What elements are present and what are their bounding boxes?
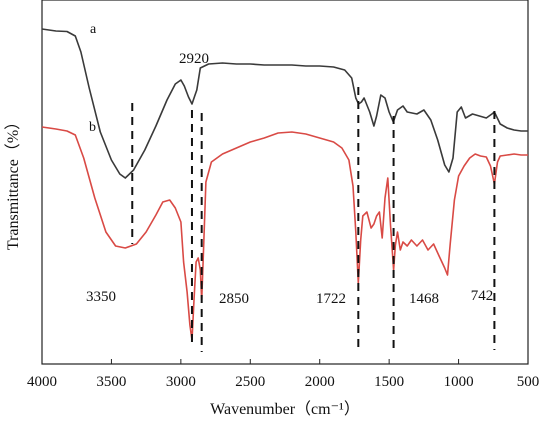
- annotation-label-2850: 2850: [219, 291, 249, 307]
- x-tick-label: 4000: [27, 374, 57, 390]
- x-tick-label: 2000: [305, 374, 335, 390]
- series-line-b: [41, 126, 528, 341]
- series-label-group: ab: [89, 22, 97, 135]
- x-axis-tick-labels: 4000 3500 3000 2500 2000 1500 1000 500: [27, 374, 539, 390]
- y-axis-title: Transmittance（%）: [4, 114, 22, 250]
- x-tick-label: 3500: [96, 374, 126, 390]
- series-line-a: [41, 28, 528, 179]
- annotation-labels: 3350 2920 2850 1722 1468 742: [86, 51, 493, 307]
- x-axis-title: Wavenumber（cm⁻¹）: [210, 400, 360, 418]
- annotation-label-1722: 1722: [316, 291, 346, 307]
- x-tick-label: 1000: [444, 374, 474, 390]
- x-tick-label: 500: [517, 374, 540, 390]
- x-tick-label: 3000: [166, 374, 196, 390]
- x-tick-label: 1500: [374, 374, 404, 390]
- annotation-label-1468: 1468: [409, 291, 439, 307]
- plot-frame: [41, 0, 529, 365]
- annotation-label-3350: 3350: [86, 289, 116, 305]
- x-tick-label: 2500: [235, 374, 265, 390]
- annotation-lines: [131, 87, 496, 352]
- x-axis-ticks: [41, 359, 529, 364]
- annotation-label-742: 742: [471, 288, 494, 304]
- series-label-a: a: [90, 22, 97, 37]
- annotation-label-2920: 2920: [179, 51, 209, 67]
- series-label-b: b: [89, 120, 96, 135]
